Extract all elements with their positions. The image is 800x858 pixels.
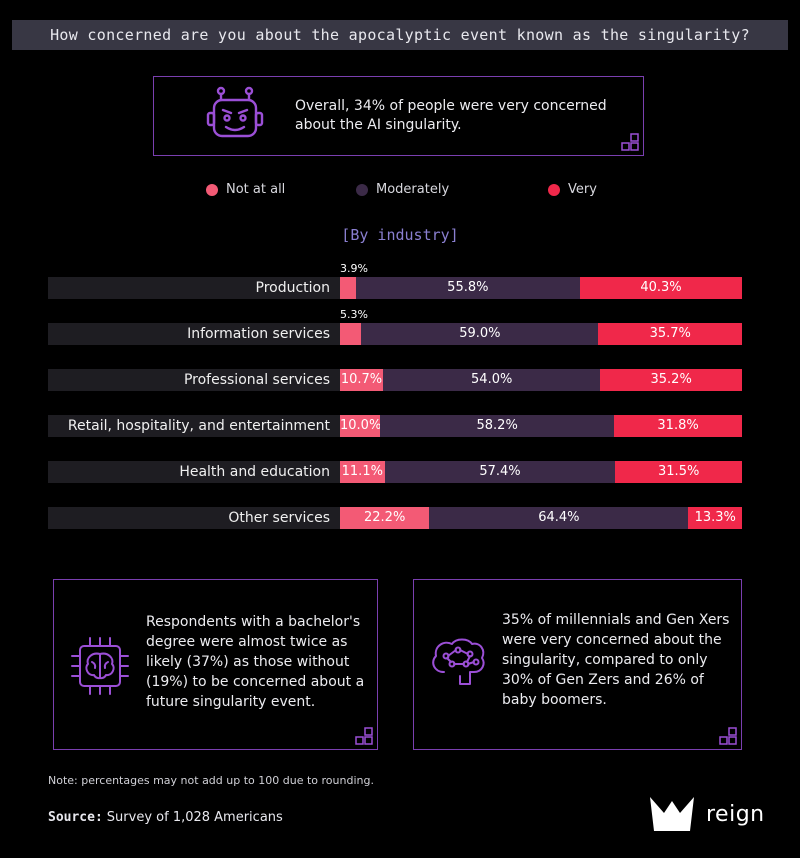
data-label: 11.1% xyxy=(341,464,383,479)
data-label: 59.0% xyxy=(459,326,501,341)
generation-callout-text: 35% of millennials and Gen Xers were ver… xyxy=(502,612,730,708)
robot-icon xyxy=(206,86,264,138)
data-label: 5.3% xyxy=(340,308,368,321)
logo-text: reign xyxy=(706,801,765,827)
bar-segment-very xyxy=(614,415,742,437)
legend-label: Very xyxy=(568,182,597,197)
data-label: 22.2% xyxy=(364,510,406,525)
data-label: 35.2% xyxy=(650,372,692,387)
data-label: 3.9% xyxy=(340,262,368,275)
category-label: Professional services xyxy=(183,372,330,388)
data-label: 13.3% xyxy=(694,510,736,525)
brain-chip-icon xyxy=(71,637,129,695)
bar-segment-moderately xyxy=(361,323,599,345)
legend-label: Not at all xyxy=(226,182,286,197)
source-text: Survey of 1,028 Americans xyxy=(106,810,283,825)
bar-segment-very xyxy=(688,507,742,529)
data-label: 40.3% xyxy=(640,280,682,295)
data-label: 58.2% xyxy=(476,418,518,433)
title-bar: How concerned are you about the apocalyp… xyxy=(12,20,788,50)
bar-segment-moderately xyxy=(380,415,615,437)
bar-segment-not-at-all xyxy=(340,415,381,437)
brain-network-icon xyxy=(432,638,485,685)
category-label: Production xyxy=(255,280,330,296)
bar-segment-very xyxy=(598,323,742,345)
legend-item-very: Very xyxy=(548,182,597,197)
legend-swatch xyxy=(356,183,368,196)
education-callout: Respondents with a bachelor's degree wer… xyxy=(53,579,378,750)
data-label: 54.0% xyxy=(471,372,513,387)
category-label: Information services xyxy=(187,326,330,342)
bar-segment-very xyxy=(600,369,742,391)
chart-subtitle: [By industry] xyxy=(341,226,459,244)
data-label: 31.5% xyxy=(658,464,700,479)
bar-segment-moderately xyxy=(355,277,580,299)
crown-logo-icon xyxy=(650,797,694,831)
overall-callout-text: Overall, 34% of people were very concern… xyxy=(295,98,607,133)
legend-label: Moderately xyxy=(376,182,450,197)
category-label: Other services xyxy=(228,510,330,526)
data-label: 31.8% xyxy=(657,418,699,433)
education-callout-text: Respondents with a bachelor's degree wer… xyxy=(146,614,365,710)
bar-segment-moderately xyxy=(429,507,689,529)
bar-segment-not-at-all xyxy=(340,323,362,345)
stacked-bar-chart: Production 3.9% 55.8% 40.3% Information serv… xyxy=(48,262,742,529)
generation-callout: 35% of millennials and Gen Xers were ver… xyxy=(413,579,742,750)
bar-segment-not-at-all xyxy=(340,461,385,483)
category-label: Health and education xyxy=(179,464,330,480)
source-line: Source: Survey of 1,028 Americans xyxy=(48,810,283,825)
bar-segment-very xyxy=(579,277,742,299)
legend-swatch xyxy=(548,183,560,196)
bar-segment-moderately xyxy=(384,461,616,483)
bar-segment-moderately xyxy=(383,369,601,391)
footnote: Note: percentages may not add up to 100 … xyxy=(48,774,374,787)
chart-title: How concerned are you about the apocalyp… xyxy=(50,26,750,44)
legend-item-not-at-all: Not at all xyxy=(206,182,285,197)
corner-squares-icon xyxy=(621,133,639,151)
legend-swatch xyxy=(206,183,218,196)
bar-segment-not-at-all xyxy=(340,277,356,299)
data-label: 55.8% xyxy=(447,280,489,295)
data-label: 10.7% xyxy=(340,372,383,387)
data-label: 64.4% xyxy=(538,510,580,525)
data-label: 10.0% xyxy=(340,418,382,433)
bar-segment-not-at-all xyxy=(340,369,384,391)
corner-squares-icon xyxy=(719,727,737,745)
legend-item-moderately: Moderately xyxy=(356,182,449,197)
overall-callout: Overall, 34% of people were very concern… xyxy=(153,76,644,156)
reign-logo: reign xyxy=(650,797,765,831)
bar-segment-very xyxy=(615,461,742,483)
bar-segment-not-at-all xyxy=(340,507,430,529)
legend: Not at all Moderately Very xyxy=(0,182,800,200)
corner-squares-icon xyxy=(355,727,373,745)
category-label: Retail, hospitality, and entertainment xyxy=(67,418,330,434)
data-label: 35.7% xyxy=(649,326,691,341)
source-label: Source: xyxy=(48,810,103,825)
data-label: 57.4% xyxy=(479,464,521,479)
